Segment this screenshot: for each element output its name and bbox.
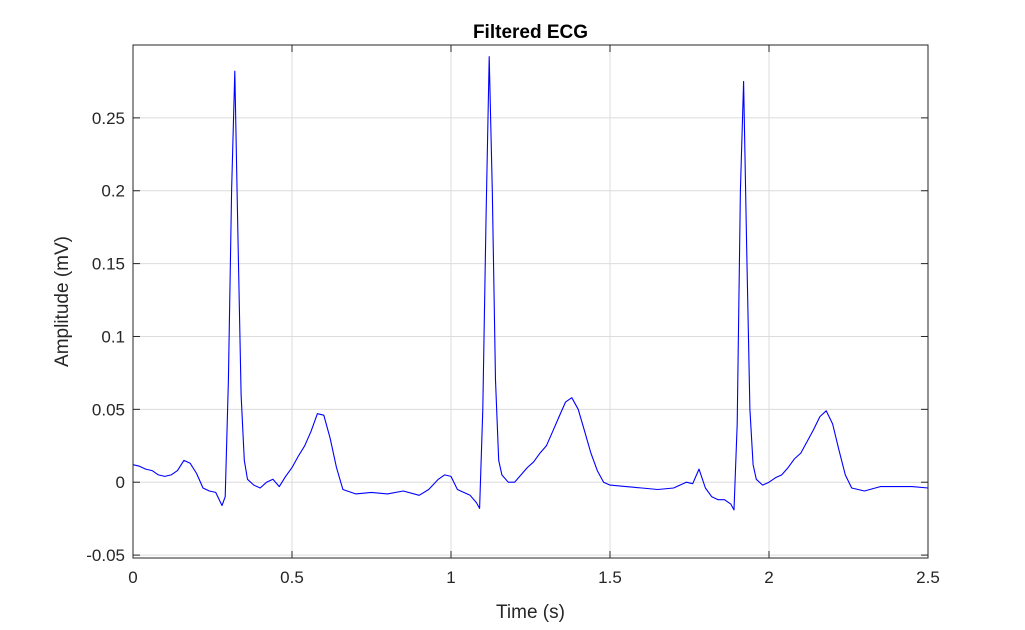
ecg-series-line (132, 56, 929, 511)
x-axis-label: Time (s) (496, 602, 565, 623)
x-tick-label: 2.5 (916, 568, 940, 587)
x-tick-label: 2 (764, 568, 773, 587)
y-tick-label: 0 (116, 473, 125, 492)
x-tick-label: 1.5 (598, 568, 622, 587)
chart-title: Filtered ECG (473, 22, 588, 43)
y-tick-label: 0.05 (92, 400, 125, 419)
y-tick-label: 0.15 (92, 255, 125, 274)
axes-background (133, 45, 928, 558)
y-tick-label: -0.05 (86, 546, 125, 565)
y-tick-label: 0.2 (101, 182, 125, 201)
x-tick-label: 0.5 (280, 568, 304, 587)
y-tick-label: 0.25 (92, 109, 125, 128)
axes-frame (132, 44, 929, 559)
x-tick-label: 0 (128, 568, 137, 587)
x-tick-label: 1 (446, 568, 455, 587)
y-tick-label: 0.1 (101, 327, 125, 346)
y-axis-label: Amplitude (mV) (52, 236, 73, 367)
line-layer (132, 56, 929, 511)
